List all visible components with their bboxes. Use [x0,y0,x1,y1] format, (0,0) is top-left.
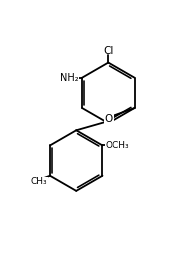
Text: NH₂: NH₂ [60,73,79,83]
Text: Cl: Cl [103,46,113,56]
Text: OCH₃: OCH₃ [106,141,129,150]
Text: O: O [105,114,113,124]
Text: CH₃: CH₃ [30,178,47,187]
